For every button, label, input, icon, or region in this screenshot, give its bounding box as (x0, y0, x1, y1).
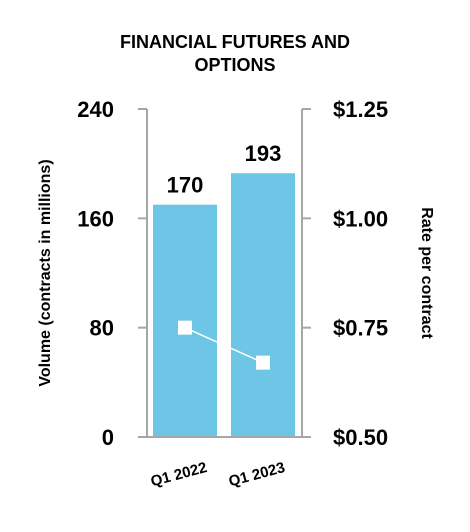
left-tick-label: 240 (77, 97, 114, 122)
left-tick-label: 0 (102, 425, 114, 450)
y-axis-label-right: Rate per contract (418, 207, 435, 339)
chart-title-line-2: OPTIONS (194, 55, 275, 75)
bar-value-label: 170 (167, 173, 204, 198)
bar-value-label: 193 (245, 141, 282, 166)
x-tick-label: Q1 2022 (149, 459, 209, 490)
right-tick-label: $0.50 (333, 425, 388, 450)
right-tick-label: $1.00 (333, 206, 388, 231)
left-tick-label: 80 (90, 316, 114, 341)
y-axis-label-left: Volume (contracts in millions) (37, 159, 54, 386)
left-tick-label: 160 (77, 206, 114, 231)
rate-point (178, 320, 192, 335)
plot-area: 170 193 0 80 160 240 $0.50 $0.75 $1.00 $1.25 Q1 20… (77, 97, 388, 490)
right-tick-label: $0.75 (333, 316, 388, 341)
right-tick-label: $1.25 (333, 97, 388, 122)
rate-point (256, 355, 270, 370)
rate-line (184, 326, 264, 364)
x-tick-label: Q1 2023 (227, 459, 287, 490)
bar (231, 173, 295, 437)
chart-title-line-1: FINANCIAL FUTURES AND (120, 32, 350, 52)
